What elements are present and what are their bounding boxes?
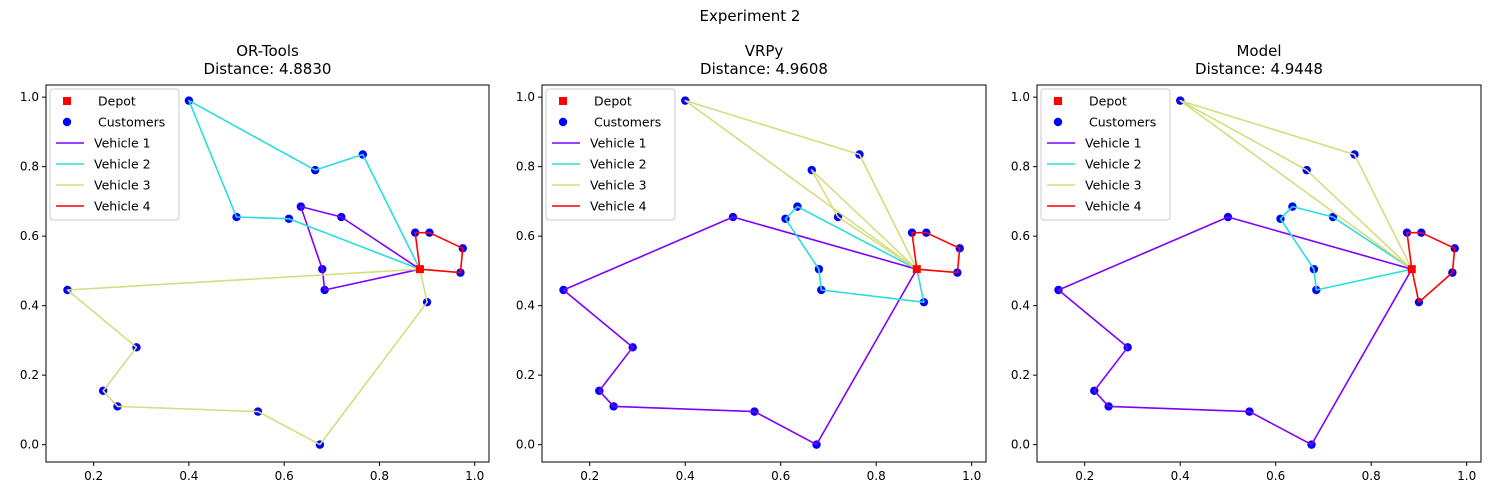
legend-customers-marker [1053, 117, 1063, 127]
legend-customers-label: Customers [1089, 115, 1156, 130]
y-tick-label: 1.0 [20, 90, 39, 104]
legend-label: Vehicle 4 [1085, 199, 1142, 214]
chart-legend: Depot Customers Vehicle 1 Vehicle 2 Vehicle … [1040, 88, 1171, 221]
y-tick-label: 1.0 [516, 90, 535, 104]
route-vehicle-3 [66, 268, 428, 446]
legend-label: Vehicle 1 [1085, 136, 1142, 151]
depot-point [912, 265, 921, 274]
legend-depot-label: Depot [98, 94, 136, 109]
chart-subtitle: Distance: 4.8830 [204, 60, 332, 78]
x-tick-label: 1.0 [962, 469, 981, 483]
y-tick-label: 0.2 [20, 368, 39, 382]
data-layer [559, 96, 964, 449]
route-vehicle-2 [188, 99, 421, 270]
y-tick-label: 1.0 [1011, 90, 1030, 104]
legend-label: Vehicle 3 [1085, 178, 1142, 193]
data-layer [1054, 96, 1459, 449]
figure-suptitle: Experiment 2 [700, 7, 801, 25]
chart-title: OR-Tools [236, 42, 299, 60]
x-tick-label: 0.4 [179, 469, 198, 483]
legend-label: Vehicle 2 [94, 157, 151, 172]
legend-label: Vehicle 1 [94, 136, 151, 151]
x-tick-label: 0.8 [867, 469, 886, 483]
route-vehicle-1 [1057, 216, 1413, 446]
y-tick-label: 0.8 [1011, 160, 1030, 174]
legend-label: Vehicle 3 [590, 178, 647, 193]
chart-title: VRPy [745, 42, 784, 60]
legend-label: Vehicle 2 [590, 157, 647, 172]
chart-legend: Depot Customers Vehicle 1 Vehicle 2 Vehicle … [545, 88, 676, 221]
route-vehicle-2 [1279, 205, 1413, 291]
route-vehicle-1 [562, 216, 918, 446]
legend-frame [545, 88, 676, 221]
y-tick-label: 0.4 [20, 299, 39, 313]
y-tick-label: 0.2 [1011, 368, 1030, 382]
legend-depot-label: Depot [1089, 94, 1127, 109]
y-tick-label: 0.2 [516, 368, 535, 382]
route-vehicle-4 [1406, 231, 1456, 304]
y-tick-label: 0.4 [1011, 299, 1030, 313]
legend-depot-marker [63, 97, 71, 105]
x-tick-label: 0.6 [1266, 469, 1285, 483]
route-vehicle-3 [1179, 99, 1413, 271]
chart-subtitle: Distance: 4.9608 [700, 60, 828, 78]
x-tick-label: 0.8 [370, 469, 389, 483]
legend-label: Vehicle 4 [590, 199, 647, 214]
x-tick-label: 0.6 [275, 469, 294, 483]
x-tick-label: 0.4 [676, 469, 695, 483]
legend-customers-label: Customers [98, 115, 165, 130]
y-tick-label: 0.0 [1011, 438, 1030, 452]
legend-label: Vehicle 2 [1085, 157, 1142, 172]
y-tick-label: 0.6 [516, 229, 535, 243]
legend-depot-marker [559, 97, 567, 105]
x-tick-label: 0.2 [1075, 469, 1094, 483]
legend-depot-label: Depot [594, 94, 632, 109]
depot-point [415, 265, 424, 274]
y-tick-label: 0.8 [516, 160, 535, 174]
data-layer [63, 96, 468, 449]
x-tick-label: 0.6 [771, 469, 790, 483]
legend-frame [1040, 88, 1171, 221]
x-tick-label: 0.4 [1171, 469, 1190, 483]
y-tick-label: 0.0 [516, 438, 535, 452]
legend-frame [49, 88, 180, 221]
legend-label: Vehicle 4 [94, 199, 151, 214]
x-tick-label: 1.0 [1457, 469, 1476, 483]
route-vehicle-1 [299, 205, 421, 291]
chart-subtitle: Distance: 4.9448 [1195, 60, 1323, 78]
legend-customers-label: Customers [594, 115, 661, 130]
chart-legend: Depot Customers Vehicle 1 Vehicle 2 Vehicle … [49, 88, 180, 221]
legend-customers-marker [62, 117, 72, 127]
y-tick-label: 0.6 [20, 229, 39, 243]
legend-customers-marker [558, 117, 568, 127]
x-tick-label: 0.2 [580, 469, 599, 483]
y-tick-label: 0.4 [516, 299, 535, 313]
legend-depot-marker [1054, 97, 1062, 105]
x-tick-label: 0.8 [1362, 469, 1381, 483]
route-vehicle-4 [414, 231, 464, 274]
x-tick-label: 1.0 [465, 469, 484, 483]
depot-point [1407, 265, 1416, 274]
chart-title: Model [1236, 42, 1281, 60]
legend-label: Vehicle 1 [590, 136, 647, 151]
route-vehicle-2 [784, 205, 925, 304]
y-tick-label: 0.0 [20, 438, 39, 452]
route-vehicle-4 [911, 231, 961, 274]
y-tick-label: 0.6 [1011, 229, 1030, 243]
x-tick-label: 0.2 [84, 469, 103, 483]
legend-label: Vehicle 3 [94, 178, 151, 193]
y-tick-label: 0.8 [20, 160, 39, 174]
